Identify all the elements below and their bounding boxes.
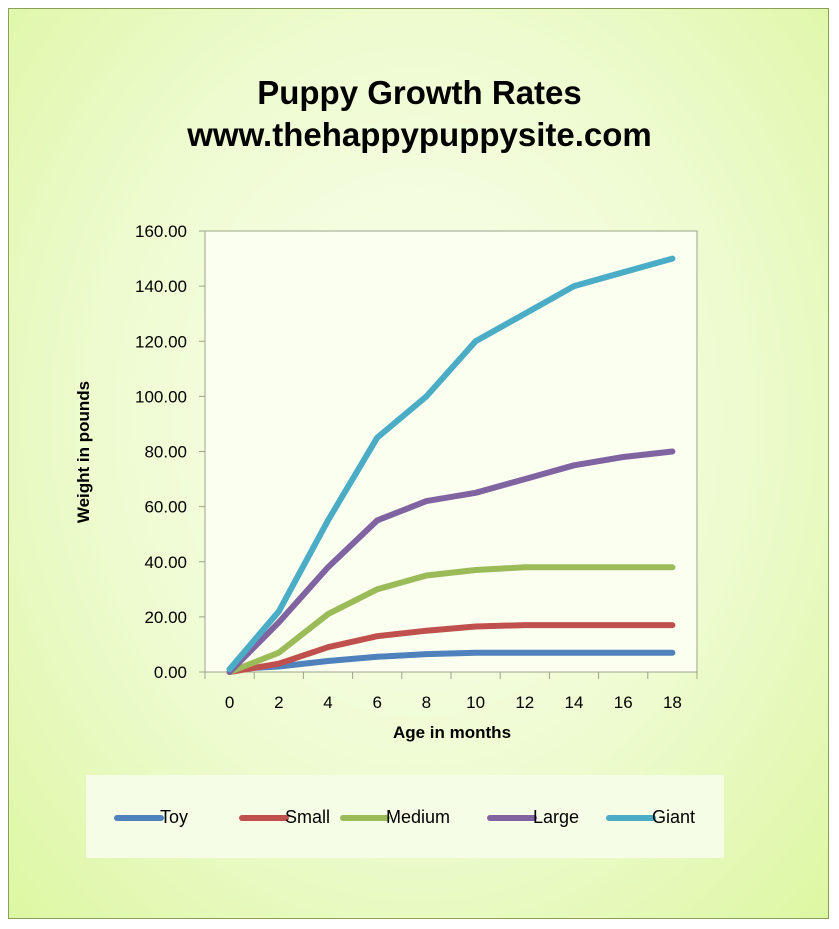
y-axis-label: Weight in pounds <box>74 381 93 523</box>
series-line-medium <box>226 564 676 675</box>
legend-swatch <box>340 815 390 821</box>
x-tick-label: 0 <box>225 693 234 712</box>
legend-swatch <box>114 815 164 821</box>
x-tick-label: 12 <box>515 693 534 712</box>
legend-label: Giant <box>652 807 696 827</box>
y-tick-label: 40.00 <box>144 553 187 572</box>
legend-swatch <box>606 815 656 821</box>
x-tick-label: 10 <box>466 693 485 712</box>
x-tick-label: 14 <box>565 693 584 712</box>
x-axis-label: Age in months <box>393 723 511 742</box>
y-tick-label: 80.00 <box>144 443 187 462</box>
legend-swatch <box>239 815 289 821</box>
y-tick-label: 0.00 <box>154 663 187 682</box>
series-line-giant <box>226 255 676 673</box>
y-tick-label: 120.00 <box>135 332 187 351</box>
series-layer <box>226 255 676 675</box>
legend-label: Large <box>533 807 580 827</box>
legend-swatch <box>487 815 537 821</box>
series-line-toy <box>226 649 676 673</box>
x-tick-label: 4 <box>323 693 332 712</box>
chart-title-line2: www.thehappypuppysite.com <box>187 116 652 153</box>
x-tick-label: 2 <box>274 693 283 712</box>
y-tick-label: 160.00 <box>135 222 187 241</box>
x-tick-label: 16 <box>614 693 633 712</box>
y-tick-label: 20.00 <box>144 608 187 627</box>
y-tick-label: 140.00 <box>135 277 187 296</box>
series-line-large <box>226 448 676 675</box>
y-tick-label: 100.00 <box>135 387 187 406</box>
chart-title: Puppy Growth Rates www.thehappypuppysite… <box>0 72 839 156</box>
x-tick-label: 18 <box>663 693 682 712</box>
legend-label: Medium <box>386 807 451 827</box>
x-tick-label: 6 <box>372 693 381 712</box>
y-tick-label: 60.00 <box>144 498 187 517</box>
axes: 0.00 20.00 40.00 60.00 80.00 100.00 120.00 140.… <box>135 222 698 712</box>
legend-label: Small <box>285 807 331 827</box>
series-line-small <box>226 622 676 675</box>
chart-title-line1: Puppy Growth Rates <box>257 74 582 111</box>
x-tick-label: 8 <box>422 693 431 712</box>
legend-label: Toy <box>160 807 189 827</box>
legend: Toy Small Medium Large Giant <box>86 775 724 858</box>
